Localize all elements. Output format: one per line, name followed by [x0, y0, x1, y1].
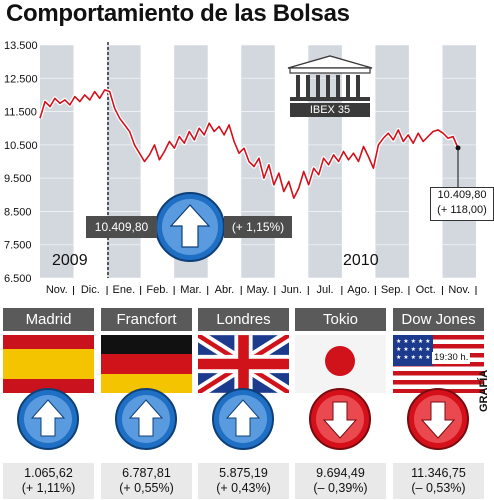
ibex-line-chart: 13.500 12.500 11.500 10.500 9.500 8.500 7.500 6… [4, 40, 477, 296]
page-title: Comportamiento de las Bolsas [6, 0, 350, 27]
market-value: 5.875,19 [219, 466, 268, 480]
x-tick-label: May. [246, 284, 269, 296]
svg-text:★ ★ ★ ★ ★: ★ ★ ★ ★ ★ [396, 354, 431, 361]
spain-flag [3, 335, 94, 393]
market-change: (– 0,39%) [313, 481, 368, 495]
month-band [442, 45, 476, 278]
credit-label: GRAFÍA [478, 369, 490, 412]
month-band [107, 45, 141, 278]
x-tick-label: Ene. [113, 284, 136, 296]
market-value: 6.787,81 [122, 466, 171, 480]
summary-change: (+ 1,15%) [224, 216, 292, 238]
month-band [375, 45, 409, 278]
last-value-callout: 10.409,80 (+ 118,00) [430, 187, 494, 221]
usa-flag: ★ ★ ★ ★ ★ ★ ★ ★ ★ ★ ★ ★ ★ ★ ★ [393, 335, 484, 393]
market-change: (+ 0,55%) [119, 481, 174, 495]
uk-flag [198, 335, 289, 393]
y-tick-label: 6.500 [4, 273, 32, 285]
francfort-up-arrow-icon [115, 388, 177, 450]
market-change: (– 0,53%) [411, 481, 466, 495]
market-tokio-name: Tokio [295, 308, 386, 331]
market-madrid-name: Madrid [3, 308, 94, 331]
y-tick-label: 10.500 [4, 140, 38, 152]
grid-lines [40, 44, 476, 279]
y-tick-label: 7.500 [4, 240, 32, 252]
summary-up-arrow-icon [155, 192, 225, 262]
x-tick-label: Nov. [448, 284, 470, 296]
market-londres-name: Londres [198, 308, 289, 331]
x-tick-label: Nov. [46, 284, 68, 296]
x-tick-label: Jul. [317, 284, 334, 296]
market-tokio-data: 9.694,49 (– 0,39%) [295, 463, 386, 499]
svg-text:★ ★ ★ ★ ★: ★ ★ ★ ★ ★ [396, 346, 431, 353]
series-line [39, 89, 459, 199]
year-label-2009: 2009 [52, 252, 88, 269]
svg-text:★ ★ ★ ★ ★: ★ ★ ★ ★ ★ [396, 338, 431, 345]
y-axis-ticks: 13.500 12.500 11.500 10.500 9.500 8.500 7.500 6… [4, 40, 38, 285]
market-dowjones-name: Dow Jones [393, 308, 484, 331]
market-change: (+ 1,11%) [21, 481, 76, 495]
x-tick-label: Abr. [215, 284, 235, 296]
year-label-2010: 2010 [343, 252, 379, 269]
dowjones-down-arrow-icon [407, 388, 469, 450]
x-tick-label: Sep. [381, 284, 404, 296]
last-value: 10.409,80 [437, 189, 487, 201]
y-tick-label: 11.500 [4, 107, 37, 119]
y-tick-label: 9.500 [4, 173, 32, 185]
last-change: (+ 118,00) [437, 204, 487, 216]
ibex-label: IBEX 35 [290, 103, 370, 117]
y-tick-label: 13.500 [4, 40, 38, 52]
x-axis-ticks: Nov. Dic. Ene. Feb. Mar. Abr. May. Jun. Jul. Ago.… [46, 284, 477, 296]
tokio-down-arrow-icon [309, 388, 371, 450]
market-londres-data: 5.875,19 (+ 0,43%) [198, 463, 289, 499]
x-tick-label: Ago. [347, 284, 370, 296]
summary-value: 10.409,80 [86, 216, 157, 238]
x-tick-label: Feb. [146, 284, 168, 296]
x-tick-label: Mar. [180, 284, 201, 296]
x-tick-label: Jun. [281, 284, 302, 296]
x-tick-label: Oct. [416, 284, 436, 296]
y-tick-label: 12.500 [4, 73, 38, 85]
market-value: 11.346,75 [411, 466, 466, 480]
dowjones-time: 19:30 h. [432, 352, 471, 364]
market-change: (+ 0,43%) [216, 481, 271, 495]
month-band [40, 45, 74, 278]
madrid-up-arrow-icon [17, 388, 79, 450]
market-dowjones-data: 11.346,75 (– 0,53%) [393, 463, 484, 499]
market-francfort-name: Francfort [101, 308, 192, 331]
market-value: 9.694,49 [316, 466, 365, 480]
market-madrid-data: 1.065,62 (+ 1,11%) [3, 463, 94, 499]
market-value: 1.065,62 [24, 466, 73, 480]
germany-flag [101, 335, 192, 393]
x-tick-label: Dic. [81, 284, 100, 296]
market-francfort-data: 6.787,81 (+ 0,55%) [101, 463, 192, 499]
japan-flag [295, 335, 386, 393]
y-tick-label: 8.500 [4, 206, 32, 218]
stock-exchange-building-icon [287, 55, 373, 101]
londres-up-arrow-icon [212, 388, 274, 450]
